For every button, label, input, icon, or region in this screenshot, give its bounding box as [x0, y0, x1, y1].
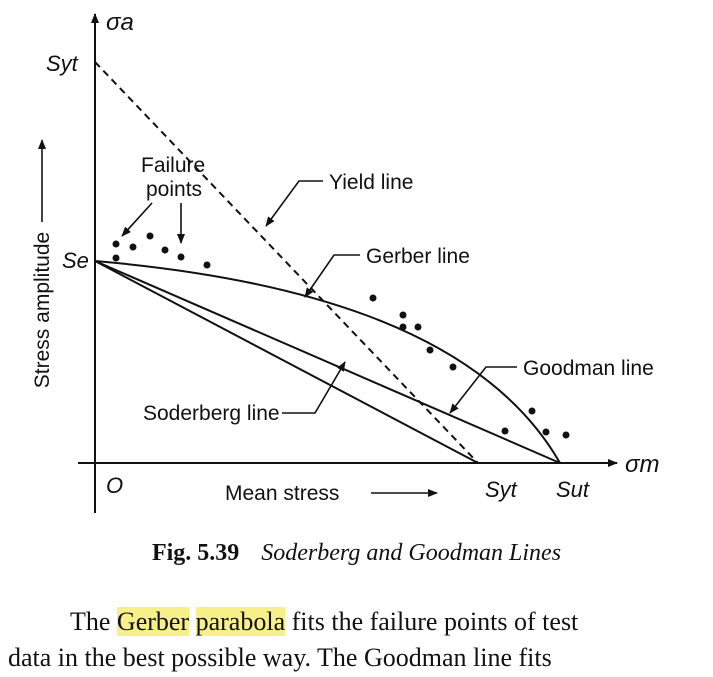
failure-point	[177, 253, 185, 261]
failure-points-label-line2: points	[146, 178, 202, 201]
stress-amplitude-label: Stress amplitude	[31, 232, 54, 388]
y-axis-label: σa	[106, 9, 134, 36]
failure-point	[399, 323, 407, 331]
failure-point	[203, 261, 211, 269]
failure-point	[146, 232, 154, 240]
goodman-line	[94, 260, 561, 464]
failure-point	[449, 363, 457, 371]
body-line-2: data in the best possible way. The Goodm…	[8, 643, 552, 672]
gerber-line-label: Gerber line	[366, 245, 470, 268]
soderberg-leader	[282, 361, 346, 414]
yield-leader	[265, 180, 323, 227]
failure-point	[129, 243, 137, 251]
highlight-gerber: Gerber	[116, 607, 190, 636]
gerber-leader	[304, 254, 360, 298]
origin-label: O	[106, 473, 123, 498]
failure-point	[426, 346, 434, 354]
syt-y-label: Syt	[46, 51, 79, 76]
figure-number: Fig. 5.39	[151, 540, 240, 566]
failure-point	[562, 431, 570, 439]
body-line-1: The Gerber parabola fits the failure poi…	[70, 607, 579, 636]
failure-point	[542, 428, 550, 436]
failure-point	[399, 311, 407, 319]
gerber-parabola	[94, 260, 561, 464]
body-paragraph: The Gerber parabola fits the failure poi…	[8, 604, 708, 676]
goodman-line-label: Goodman line	[523, 357, 654, 380]
failure-point	[112, 240, 120, 248]
yield-line	[94, 61, 479, 464]
failure-point	[414, 323, 422, 331]
figure-title: Soderberg and Goodman Lines	[261, 540, 562, 566]
leader-lines	[38, 139, 517, 497]
failure-points-label-line1: Failure	[141, 154, 205, 177]
failure-point	[501, 427, 509, 435]
x-axis-label: σm	[625, 451, 659, 478]
soderberg-line	[94, 260, 479, 464]
failure-leader-left	[121, 202, 153, 237]
fatigue-diagram: σa σm O Mean stress Stress amplitude Syt…	[31, 9, 659, 513]
failure-point	[112, 254, 120, 262]
failure-point	[369, 294, 377, 302]
yield-line-label: Yield line	[329, 171, 413, 194]
failure-points	[112, 232, 570, 439]
mean-stress-label: Mean stress	[225, 482, 339, 505]
figure-caption: Fig. 5.39 Soderberg and Goodman Lines	[0, 540, 713, 567]
soderberg-line-label: Soderberg line	[143, 402, 280, 425]
goodman-leader	[449, 366, 517, 414]
sut-label: Sut	[556, 477, 590, 502]
failure-point	[161, 246, 169, 254]
se-label: Se	[62, 248, 89, 273]
failure-point	[528, 407, 536, 415]
syt-x-label: Syt	[485, 477, 518, 502]
highlight-parabola: parabola	[195, 607, 286, 636]
